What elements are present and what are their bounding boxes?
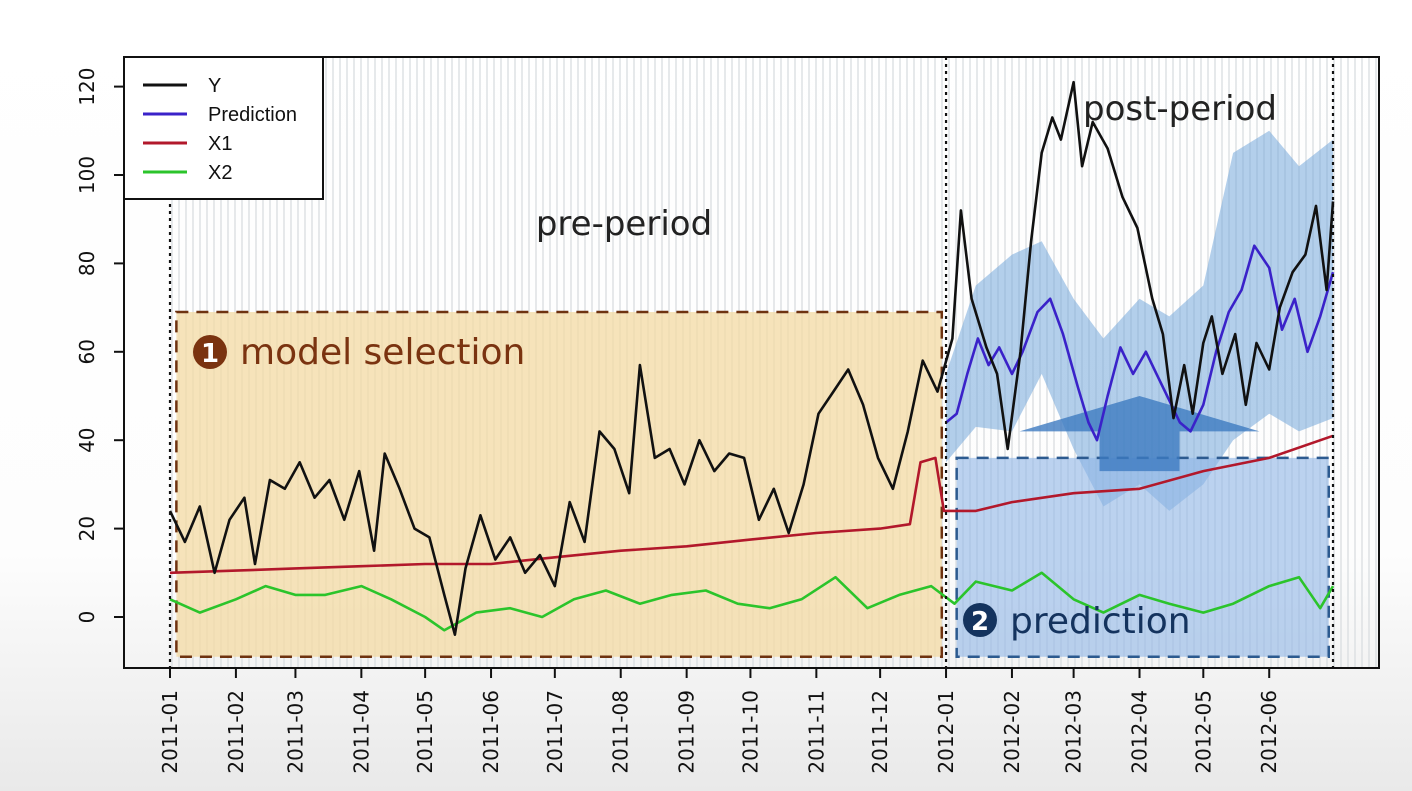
series-line-x2 (169, 571, 1335, 632)
y-tick-label: 60 (75, 339, 99, 364)
legend-label: X1 (208, 133, 232, 155)
legend-label: Prediction (208, 104, 297, 126)
plot-frame (123, 56, 1380, 669)
x-tick-label: 2012-03 (1062, 690, 1086, 774)
model-selection-number: 1 (201, 339, 219, 369)
y-tick-label: 0 (75, 611, 99, 624)
x-axis: 2011-01 2011-02 2011-03 2011-04 2011-05 2011-… (158, 668, 1281, 774)
x-tick-label: 2011-12 (868, 690, 892, 774)
series-line-y (168, 80, 1335, 637)
y-tick-label: 100 (75, 156, 99, 194)
post-period-label: post-period (1083, 89, 1277, 129)
prediction-region (955, 456, 1330, 659)
x-tick-label: 2011-03 (283, 690, 307, 774)
x-tick-label: 2012-02 (1000, 690, 1024, 774)
model-selection-label: model selection (240, 332, 525, 373)
legend: Y Prediction X1 X2 (123, 56, 324, 200)
y-tick-label: 120 (75, 68, 99, 106)
legend-box (123, 56, 324, 200)
pre-period-label: pre-period (536, 204, 712, 244)
x-tick-label: 2011-06 (479, 690, 503, 774)
x-tick-label: 2012-05 (1191, 690, 1215, 774)
y-tick-label: 40 (75, 427, 99, 452)
x-tick-label: 2011-08 (609, 690, 633, 774)
x-tick-label: 2011-11 (804, 690, 828, 774)
x-tick-label: 2011-04 (349, 690, 373, 774)
legend-label: X2 (208, 162, 232, 184)
prediction-label: prediction (1010, 601, 1191, 642)
prediction-interval-band (946, 130, 1333, 511)
x-tick-label: 2011-01 (158, 690, 182, 774)
series-line-x1 (169, 434, 1334, 575)
y-axis: 0 20 40 60 80 100 120 (75, 68, 124, 624)
number-one-badge-icon (193, 335, 227, 369)
x-tick-label: 2012-01 (934, 690, 958, 774)
x-tick-label: 2011-07 (543, 690, 567, 774)
prediction-annotation: 2 prediction (963, 601, 1191, 642)
series-line-prediction (945, 244, 1335, 442)
number-two-badge-icon (963, 603, 997, 637)
x-tick-label: 2011-05 (413, 690, 437, 774)
x-tick-label: 2011-09 (675, 690, 699, 774)
y-tick-label: 80 (75, 251, 99, 276)
x-tick-label: 2011-10 (738, 690, 762, 774)
x-tick-label: 2012-04 (1128, 690, 1152, 774)
legend-label: Y (208, 75, 221, 97)
x-tick-label: 2011-02 (224, 690, 248, 774)
model-selection-region (175, 310, 944, 659)
model-selection-annotation: 1 model selection (193, 332, 525, 373)
series-layer (168, 80, 1335, 637)
y-tick-label: 20 (75, 516, 99, 541)
prediction-number: 2 (971, 607, 989, 637)
x-tick-label: 2012-06 (1257, 690, 1281, 774)
